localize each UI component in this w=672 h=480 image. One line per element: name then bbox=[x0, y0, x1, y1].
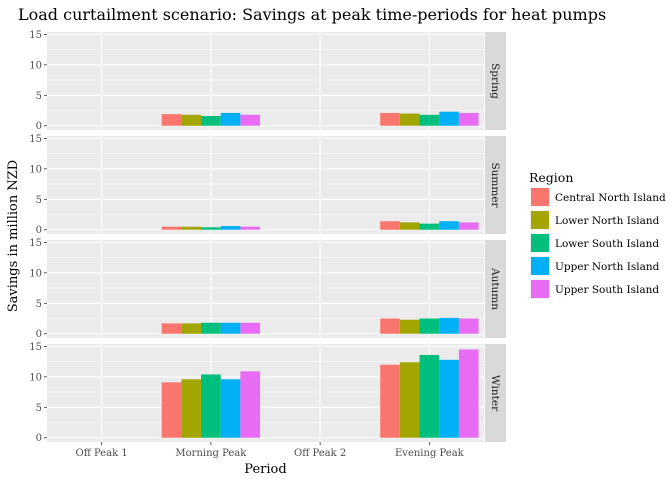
bar-spring-morning-peak-1 bbox=[181, 114, 202, 126]
x-axis-ticks: Off Peak 1 Morning Peak Off Peak 2 Evening … bbox=[76, 442, 465, 459]
bar-spring-morning-peak-4 bbox=[240, 114, 261, 126]
bar-spring-morning-peak-0 bbox=[161, 114, 182, 126]
legend-entry-label: Lower North Island bbox=[555, 215, 660, 227]
legend-swatch bbox=[531, 188, 549, 206]
legend-entry-label: Central North Island bbox=[555, 192, 666, 204]
bar-summer-morning-peak-0 bbox=[161, 226, 182, 230]
facet-panel-summer: 0 5 10 15 Summer bbox=[29, 134, 506, 236]
facet-strip bbox=[485, 240, 506, 338]
legend-entry-label: Upper South Island bbox=[555, 284, 659, 296]
bar-spring-morning-peak-3 bbox=[220, 112, 241, 126]
bar-summer-evening-peak-3 bbox=[439, 221, 459, 230]
panel-background bbox=[47, 136, 484, 234]
bar-summer-evening-peak-4 bbox=[458, 222, 479, 230]
y-tick-label: 15 bbox=[29, 134, 42, 145]
x-axis-title: Period bbox=[244, 462, 286, 477]
bar-autumn-morning-peak-0 bbox=[161, 323, 182, 334]
bar-summer-evening-peak-0 bbox=[380, 221, 400, 230]
bar-summer-morning-peak-1 bbox=[181, 226, 202, 230]
facet-panel-winter: 0 5 10 15 Winter bbox=[29, 342, 506, 444]
y-tick-label: 0 bbox=[36, 225, 42, 236]
bar-winter-evening-peak-1 bbox=[399, 362, 420, 438]
bar-summer-morning-peak-2 bbox=[201, 227, 221, 230]
bar-autumn-evening-peak-0 bbox=[380, 318, 400, 334]
bar-summer-morning-peak-4 bbox=[240, 226, 261, 230]
bar-autumn-evening-peak-1 bbox=[399, 319, 420, 334]
bar-winter-morning-peak-2 bbox=[201, 374, 221, 438]
facet-panel-autumn: 0 5 10 15 Autumn bbox=[29, 238, 506, 340]
bar-winter-morning-peak-4 bbox=[240, 371, 261, 438]
y-tick-label: 0 bbox=[36, 121, 42, 132]
bar-spring-morning-peak-2 bbox=[201, 116, 221, 126]
y-tick-label: 10 bbox=[29, 164, 42, 175]
y-tick-label: 5 bbox=[36, 195, 42, 206]
bar-spring-evening-peak-0 bbox=[380, 112, 400, 126]
y-tick-label: 0 bbox=[36, 433, 42, 444]
legend-swatch bbox=[531, 211, 549, 229]
bar-winter-evening-peak-2 bbox=[419, 354, 440, 438]
bar-autumn-morning-peak-3 bbox=[220, 322, 241, 334]
y-tick-label: 0 bbox=[36, 329, 42, 340]
y-tick-label: 10 bbox=[29, 268, 42, 279]
y-tick-label: 10 bbox=[29, 60, 42, 71]
x-tick-label: Off Peak 2 bbox=[294, 448, 346, 459]
y-tick-label: 5 bbox=[36, 91, 42, 102]
facet-strip bbox=[485, 344, 506, 442]
bar-summer-evening-peak-2 bbox=[419, 223, 440, 230]
x-tick-label: Morning Peak bbox=[175, 448, 247, 459]
bar-spring-evening-peak-4 bbox=[458, 112, 479, 126]
bar-autumn-morning-peak-2 bbox=[201, 322, 221, 334]
facet-panels: 0 5 10 15 Spring 0 5 10 15 Summer 0 5 10 15 Autumn 0 5 10… bbox=[29, 30, 506, 444]
legend-swatch bbox=[531, 280, 549, 298]
facet-strip-label: Autumn bbox=[489, 267, 501, 310]
y-tick-label: 15 bbox=[29, 342, 42, 353]
bar-summer-evening-peak-1 bbox=[399, 222, 420, 230]
bar-spring-evening-peak-1 bbox=[399, 113, 420, 126]
y-tick-label: 15 bbox=[29, 238, 42, 249]
bar-winter-evening-peak-0 bbox=[380, 364, 400, 438]
y-tick-label: 5 bbox=[36, 403, 42, 414]
x-tick-label: Evening Peak bbox=[395, 448, 465, 459]
facet-strip bbox=[485, 136, 506, 234]
legend-swatch bbox=[531, 257, 549, 275]
chart-title: Load curtailment scenario: Savings at pe… bbox=[18, 5, 606, 24]
bar-spring-evening-peak-2 bbox=[419, 114, 440, 126]
y-axis-title: Savings in million NZD bbox=[6, 160, 21, 312]
bar-autumn-evening-peak-4 bbox=[458, 318, 479, 334]
bar-winter-morning-peak-3 bbox=[220, 379, 241, 438]
legend-swatch bbox=[531, 234, 549, 252]
x-tick-label: Off Peak 1 bbox=[76, 448, 128, 459]
legend-entry-label: Upper North Island bbox=[555, 261, 660, 273]
legend-entry-label: Lower South Island bbox=[555, 238, 659, 250]
facet-panel-spring: 0 5 10 15 Spring bbox=[29, 30, 506, 132]
bar-winter-morning-peak-1 bbox=[181, 379, 202, 438]
bar-spring-evening-peak-3 bbox=[439, 111, 459, 126]
bar-winter-morning-peak-0 bbox=[161, 382, 182, 438]
legend: Region Central North Island Lower North I… bbox=[529, 170, 666, 299]
bar-autumn-morning-peak-4 bbox=[240, 322, 261, 334]
bar-autumn-evening-peak-3 bbox=[439, 317, 459, 334]
bar-autumn-morning-peak-1 bbox=[181, 323, 202, 334]
facet-strip bbox=[485, 32, 506, 130]
y-tick-label: 15 bbox=[29, 30, 42, 41]
bar-winter-evening-peak-4 bbox=[458, 349, 479, 438]
y-tick-label: 10 bbox=[29, 372, 42, 383]
facet-strip-label: Winter bbox=[489, 375, 501, 412]
legend-title: Region bbox=[529, 170, 573, 185]
bar-winter-evening-peak-3 bbox=[439, 359, 459, 438]
facet-strip-label: Summer bbox=[489, 162, 501, 208]
y-tick-label: 5 bbox=[36, 299, 42, 310]
bar-summer-morning-peak-3 bbox=[220, 226, 241, 230]
bar-autumn-evening-peak-2 bbox=[419, 318, 440, 334]
facet-strip-label: Spring bbox=[489, 63, 501, 99]
